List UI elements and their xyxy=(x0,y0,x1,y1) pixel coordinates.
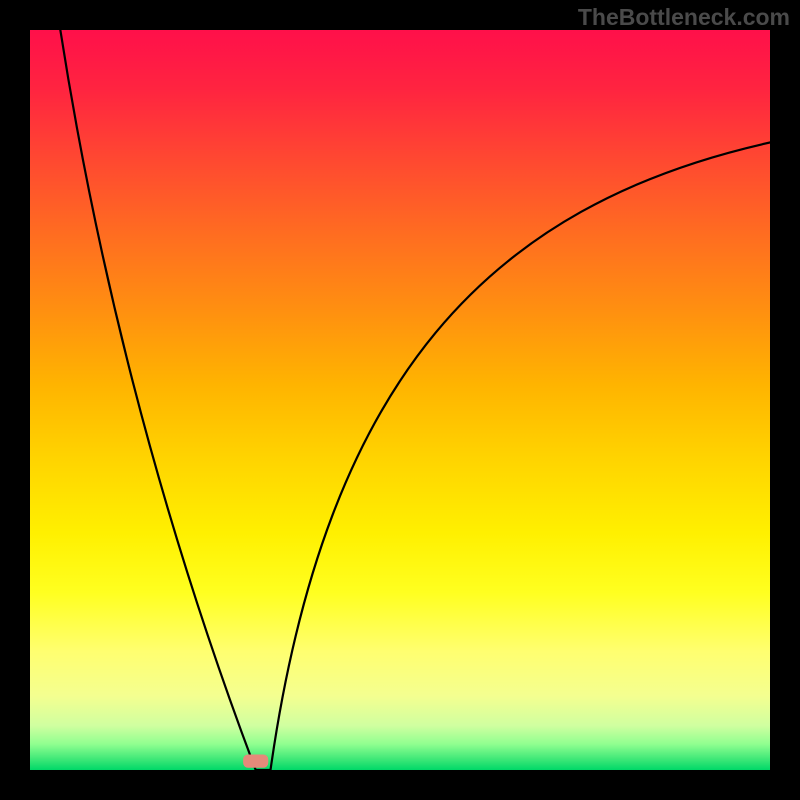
gradient-background xyxy=(30,30,770,770)
watermark-label: TheBottleneck.com xyxy=(578,4,790,31)
optimal-point-marker xyxy=(243,754,268,767)
